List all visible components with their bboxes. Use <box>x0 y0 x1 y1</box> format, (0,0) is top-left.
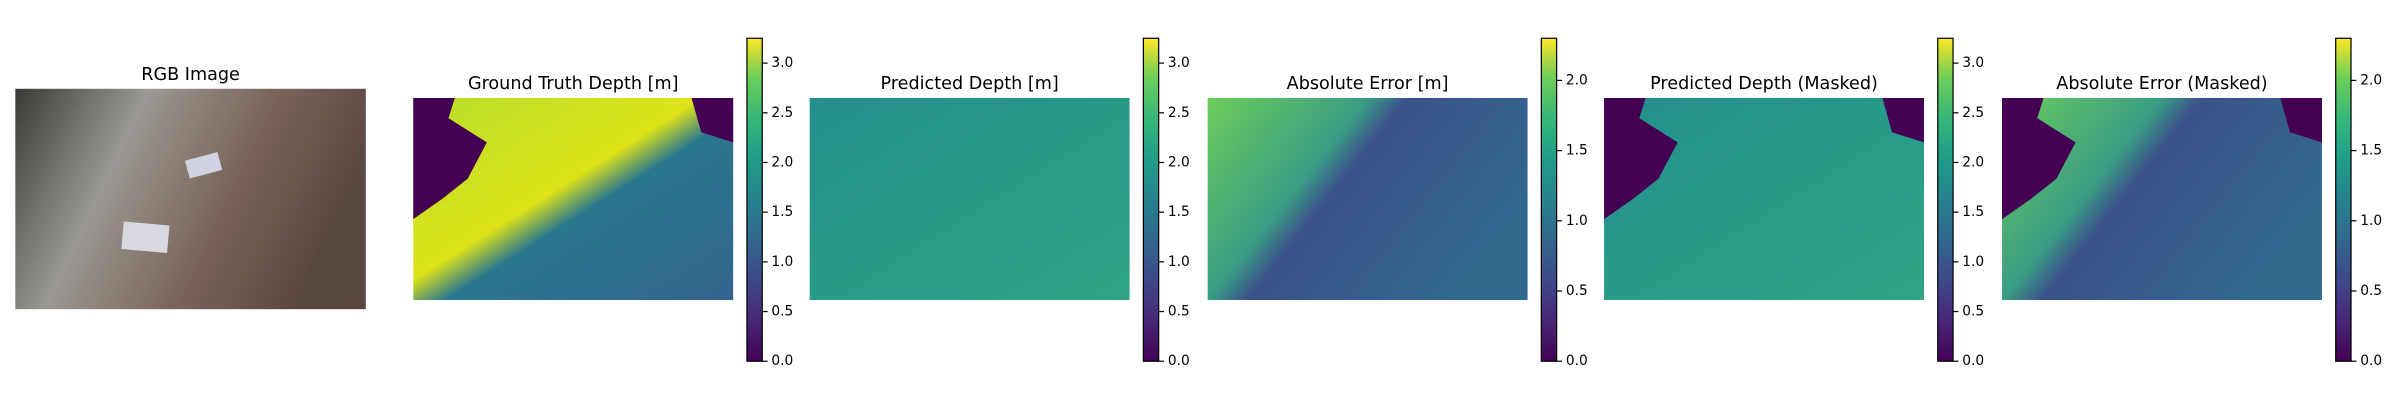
colorbar-tick-label: 1.0 <box>771 254 793 270</box>
colorbar <box>1142 37 1160 362</box>
panel-title: Predicted Depth [m] <box>881 74 1059 94</box>
target <box>121 221 170 253</box>
colorbar-tick-label: 1.5 <box>771 204 793 220</box>
colorbar-tick-label: 1.0 <box>2360 213 2382 229</box>
colorbar-tick-label: 0.5 <box>2360 283 2382 299</box>
image <box>15 88 366 310</box>
colorbar-tick-label: 0.0 <box>2360 353 2382 369</box>
colorbar <box>1540 37 1558 362</box>
colorbar <box>746 37 763 362</box>
colorbar-tick-label: 2.0 <box>1962 154 1984 170</box>
panel-title: Ground Truth Depth [m] <box>468 74 679 94</box>
panel-title: Absolute Error [m] <box>1287 74 1449 94</box>
colorbar-tick-label: 2.5 <box>1962 105 1984 121</box>
panel-title: Predicted Depth (Masked) <box>1650 74 1878 94</box>
colorbar-tick-label: 2.0 <box>2360 72 2382 88</box>
colorbar <box>2335 37 2352 362</box>
panel-title: RGB Image <box>141 65 240 85</box>
colorbar-tick-label: 3.0 <box>1962 55 1984 71</box>
colorbar-tick-label: 0.5 <box>771 304 793 320</box>
colorbar-tick-label: 0.0 <box>1168 353 1190 369</box>
colorbar-tick-label: 0.0 <box>1566 353 1588 369</box>
mask-region <box>1604 97 1924 220</box>
colorbar-tick-label: 0.5 <box>1962 304 1984 320</box>
colorbar-tick-label: 3.0 <box>1168 55 1190 71</box>
colorbar-tick-label: 1.5 <box>1168 204 1190 220</box>
colorbar-tick-label: 2.0 <box>771 154 793 170</box>
colorbar-tick-label: 1.0 <box>1566 213 1588 229</box>
colorbar-tick-label: 0.5 <box>1566 283 1588 299</box>
colorbar-tick-label: 0.0 <box>771 353 793 369</box>
colorbar-tick-label: 0.5 <box>1168 304 1190 320</box>
mask-region <box>413 97 734 220</box>
colorbar <box>1937 37 1954 362</box>
image <box>1207 97 1528 301</box>
target <box>184 152 223 179</box>
image <box>809 97 1130 301</box>
colorbar-tick-label: 2.0 <box>1168 154 1190 170</box>
colorbar-tick-label: 2.5 <box>771 105 793 121</box>
colorbar-tick-label: 1.0 <box>1168 254 1190 270</box>
colorbar-tick-label: 1.0 <box>1962 254 1984 270</box>
mask-region <box>2002 97 2322 220</box>
colorbar-tick-label: 1.5 <box>1566 143 1588 159</box>
colorbar-tick-label: 3.0 <box>771 55 793 71</box>
colorbar-tick-label: 1.5 <box>2360 143 2382 159</box>
colorbar-tick-label: 2.0 <box>1566 72 1588 88</box>
colorbar-tick-label: 1.5 <box>1962 204 1984 220</box>
panel-title: Absolute Error (Masked) <box>2056 74 2267 94</box>
colorbar-tick-label: 2.5 <box>1168 105 1190 121</box>
colorbar-tick-label: 0.0 <box>1962 353 1984 369</box>
